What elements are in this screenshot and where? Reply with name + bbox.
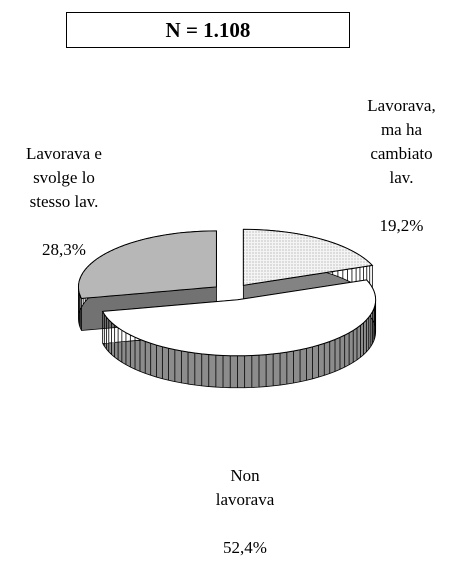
slice-label: Lavorava, ma ha cambiato lav. 19,2% xyxy=(345,70,458,262)
pie-slice xyxy=(242,228,374,286)
chart-title: N = 1.108 xyxy=(66,12,350,48)
category-label: Lavorava, ma ha cambiato lav. xyxy=(367,96,436,187)
pie-slice xyxy=(101,279,377,357)
value-label: 19,2% xyxy=(379,216,424,235)
chart xyxy=(77,228,377,389)
page: {"chart_data": {"type": "pie3d", "title"… xyxy=(0,12,458,557)
slice-label: Non lavorava 52,4% xyxy=(190,440,300,584)
value-label: 52,4% xyxy=(223,538,267,557)
category-label: Lavorava e svolge lo stesso lav. xyxy=(26,144,102,211)
pie-slice xyxy=(77,230,217,300)
value-label: 28,3% xyxy=(42,240,86,259)
category-label: Non lavorava xyxy=(215,466,275,509)
slice-label: Lavorava e svolge lo stesso lav. 28,3% xyxy=(0,118,128,286)
